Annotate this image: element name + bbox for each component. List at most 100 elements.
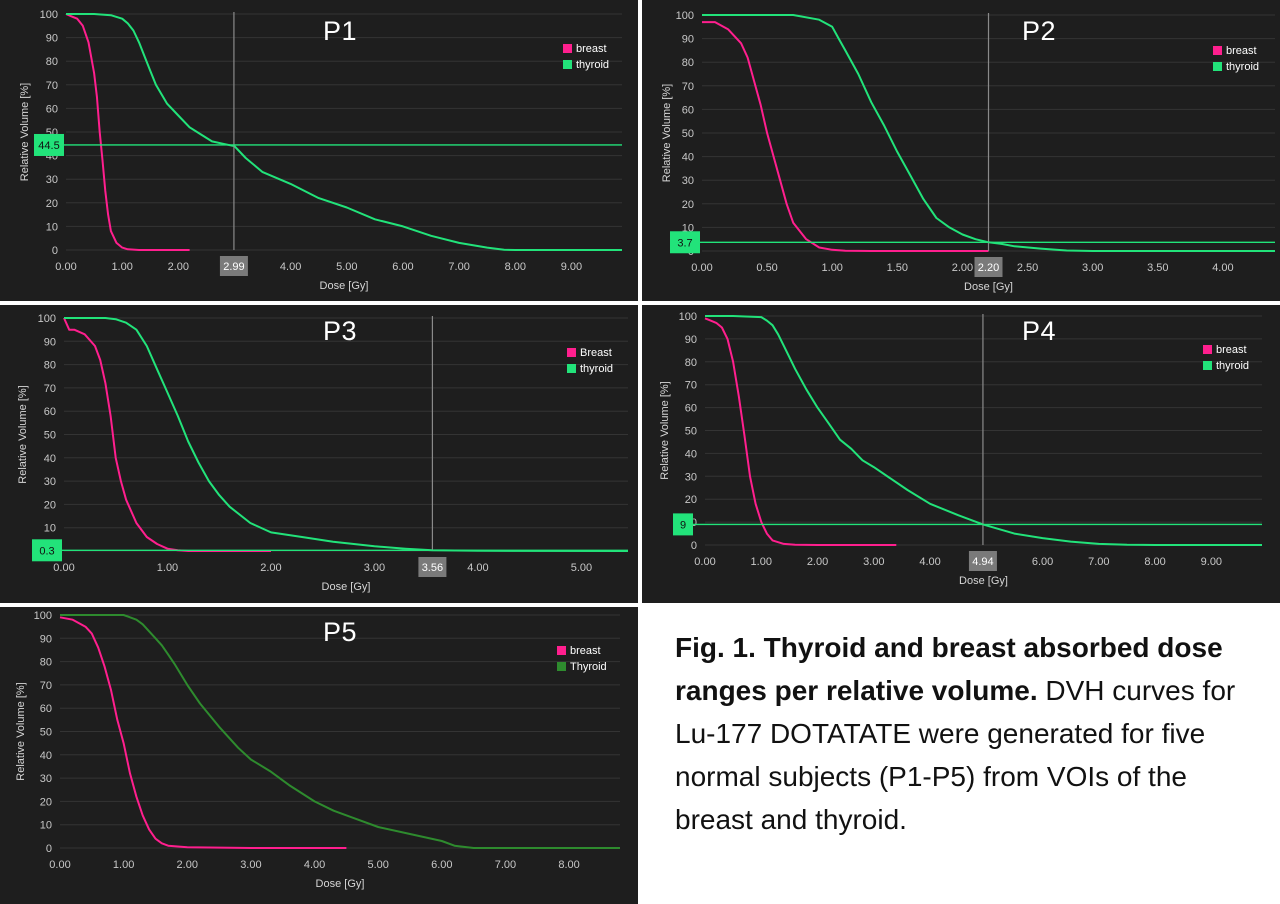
x-axis-label: Dose [Gy]: [964, 281, 1013, 293]
y-tick-label: 60: [685, 403, 697, 415]
dvh-chart-p1: 01020304050607080901000.001.002.003.004.…: [19, 9, 622, 292]
y-tick-label: 90: [682, 34, 694, 46]
x-tick-label: 3.00: [364, 562, 385, 574]
x-tick-label: 2.00: [168, 261, 189, 273]
y-tick-label: 70: [682, 81, 694, 93]
x-tick-label: 3.50: [1147, 262, 1168, 274]
legend-label-thyroid: Thyroid: [570, 661, 607, 673]
x-tick-label: 7.00: [448, 261, 469, 273]
x-tick-label: 5.00: [571, 562, 592, 574]
cursor-x-badge: [974, 257, 1003, 277]
panel-title-p4: P4: [1022, 316, 1057, 346]
y-tick-label: 20: [682, 199, 694, 211]
y-axis-label: Relative Volume [%]: [659, 381, 671, 479]
y-tick-label: 30: [682, 175, 694, 187]
x-tick-label: 1.00: [751, 556, 772, 568]
cursor-x-value: 4.94: [972, 556, 993, 568]
dvh-chart-p5: 0 10 20 30 40 50 60 70 80 90 100 0.00 1.00 2.00 3.00 4.…: [15, 610, 620, 890]
chart-panel-p2: 01020304050607080901000.000.501.001.502.…: [642, 0, 1280, 301]
chart-panel-p3: 01020304050607080901000.001.002.003.004.…: [0, 305, 638, 603]
x-tick-label: 4.00: [304, 859, 325, 871]
panel-title-p3: P3: [323, 316, 358, 346]
panel-title-p1: P1: [323, 16, 358, 46]
y-tick-label: 40: [40, 750, 52, 762]
y-tick-label: 80: [46, 56, 58, 68]
cursor-y-value: 9: [680, 519, 686, 531]
series-line-breast: [702, 21, 989, 252]
x-axis-label: Dose [Gy]: [959, 575, 1008, 587]
y-tick-label: 70: [685, 380, 697, 392]
figure-caption: Fig. 1. Thyroid and breast absorbed dose…: [675, 626, 1255, 841]
x-tick-label: 9.00: [1201, 556, 1222, 568]
cursor-x-badge: [968, 551, 997, 571]
y-axis-label: Relative Volume [%]: [17, 385, 29, 483]
series-line-breast: [704, 317, 897, 546]
y-tick-label: 50: [685, 426, 697, 438]
y-tick-label: 10: [46, 221, 58, 233]
x-tick-label: 4.00: [1212, 262, 1233, 274]
y-tick-label: 80: [685, 357, 697, 369]
x-tick-label: 4.00: [919, 556, 940, 568]
y-tick-label: 70: [44, 383, 56, 395]
x-tick-label: 0.00: [49, 859, 70, 871]
legend-label-thyroid: thyroid: [576, 59, 609, 71]
x-tick-label: 0.50: [756, 262, 777, 274]
y-tick-label: 90: [40, 633, 52, 645]
y-tick-label: 100: [38, 313, 56, 325]
y-axis-label: Relative Volume [%]: [15, 682, 27, 780]
legend-label-breast: Breast: [580, 347, 612, 359]
y-tick-label: 40: [682, 152, 694, 164]
x-tick-label: 1.00: [822, 262, 843, 274]
y-tick-label: 60: [40, 703, 52, 715]
legend-swatch-breast: [563, 44, 572, 53]
x-tick-label: 6.00: [1032, 556, 1053, 568]
dvh-chart-p4: 01020304050607080901000.001.002.003.004.…: [659, 311, 1262, 587]
y-tick-label: 100: [34, 610, 52, 622]
legend-swatch-thyroid: [567, 364, 576, 373]
series-line-thyroid: [66, 13, 622, 251]
y-tick-label: 10: [40, 820, 52, 832]
y-tick-label: 80: [44, 360, 56, 372]
x-tick-label: 0.00: [53, 562, 74, 574]
x-tick-label: 7.00: [495, 859, 516, 871]
series-line-breast: [63, 317, 271, 552]
y-tick-label: 10: [44, 523, 56, 535]
x-tick-label: 0.00: [691, 262, 712, 274]
series-line-thyroid: [702, 14, 1275, 252]
x-tick-label: 0.00: [55, 261, 76, 273]
y-tick-label: 80: [682, 57, 694, 69]
cursor-y-badge: [670, 231, 700, 254]
x-tick-label: 8.00: [505, 261, 526, 273]
x-tick-label: 5.00: [367, 859, 388, 871]
y-tick-label: 90: [685, 334, 697, 346]
x-tick-label: 8.00: [1144, 556, 1165, 568]
x-tick-label: 7.00: [1088, 556, 1109, 568]
legend-swatch-breast: [557, 646, 566, 655]
x-tick-label: 2.00: [952, 262, 973, 274]
cursor-y-badge: [34, 133, 64, 156]
x-tick-label: 5.00: [336, 261, 357, 273]
y-tick-label: 30: [44, 476, 56, 488]
x-tick-label: 0.00: [694, 556, 715, 568]
y-tick-label: 60: [682, 104, 694, 116]
y-tick-label: 50: [682, 128, 694, 140]
y-tick-label: 30: [685, 471, 697, 483]
x-tick-label: 8.00: [558, 859, 579, 871]
cursor-y-badge: [673, 513, 693, 536]
y-tick-label: 40: [44, 453, 56, 465]
x-tick-label: 1.00: [111, 261, 132, 273]
dvh-chart-p3: 01020304050607080901000.001.002.003.004.…: [17, 313, 629, 593]
y-tick-label: 40: [685, 448, 697, 460]
x-tick-label: 1.50: [887, 262, 908, 274]
y-tick-label: 20: [685, 494, 697, 506]
cursor-x-value: 3.56: [422, 562, 443, 574]
y-tick-label: 20: [44, 499, 56, 511]
y-tick-label: 90: [46, 33, 58, 45]
x-tick-label: 3.00: [240, 859, 261, 871]
x-tick-label: 3.00: [863, 556, 884, 568]
y-tick-label: 90: [44, 336, 56, 348]
series-line-thyroid: [60, 614, 620, 849]
x-tick-label: 6.00: [392, 261, 413, 273]
x-tick-label: 3.00: [1082, 262, 1103, 274]
legend-label-breast: breast: [576, 43, 607, 55]
